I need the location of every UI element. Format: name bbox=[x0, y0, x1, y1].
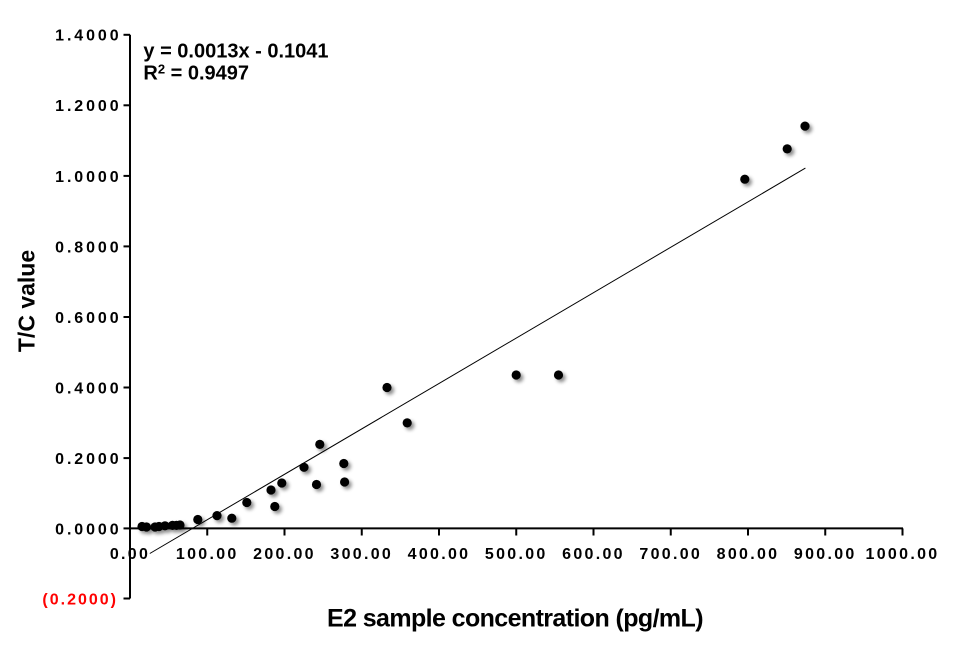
svg-text:T/C value: T/C value bbox=[14, 250, 40, 352]
svg-text:500.00: 500.00 bbox=[485, 546, 548, 563]
svg-text:0.8000: 0.8000 bbox=[55, 239, 121, 256]
svg-text:R2 = 0.9497: R2 = 0.9497 bbox=[143, 62, 249, 85]
svg-text:0.00: 0.00 bbox=[110, 546, 150, 563]
svg-text:700.00: 700.00 bbox=[639, 546, 702, 563]
svg-text:200.00: 200.00 bbox=[253, 546, 316, 563]
svg-text:0.6000: 0.6000 bbox=[55, 310, 121, 327]
svg-text:0.0000: 0.0000 bbox=[55, 522, 121, 539]
svg-text:1.4000: 1.4000 bbox=[55, 28, 121, 45]
svg-text:1.2000: 1.2000 bbox=[55, 98, 121, 115]
svg-text:0.4000: 0.4000 bbox=[55, 380, 121, 397]
svg-text:800.00: 800.00 bbox=[717, 546, 780, 563]
svg-text:300.00: 300.00 bbox=[330, 546, 393, 563]
svg-text:900.00: 900.00 bbox=[794, 546, 857, 563]
svg-text:1000.00: 1000.00 bbox=[866, 546, 940, 563]
svg-text:400.00: 400.00 bbox=[408, 546, 471, 563]
svg-text:E2 sample concentration (pg/mL: E2 sample concentration (pg/mL) bbox=[327, 605, 703, 633]
svg-text:600.00: 600.00 bbox=[562, 546, 625, 563]
svg-text:(0.2000): (0.2000) bbox=[42, 592, 118, 609]
svg-text:1.0000: 1.0000 bbox=[55, 169, 121, 186]
svg-text:100.00: 100.00 bbox=[176, 546, 239, 563]
svg-text:y = 0.0013x - 0.1041: y = 0.0013x - 0.1041 bbox=[143, 41, 328, 63]
svg-text:0.2000: 0.2000 bbox=[55, 451, 121, 468]
